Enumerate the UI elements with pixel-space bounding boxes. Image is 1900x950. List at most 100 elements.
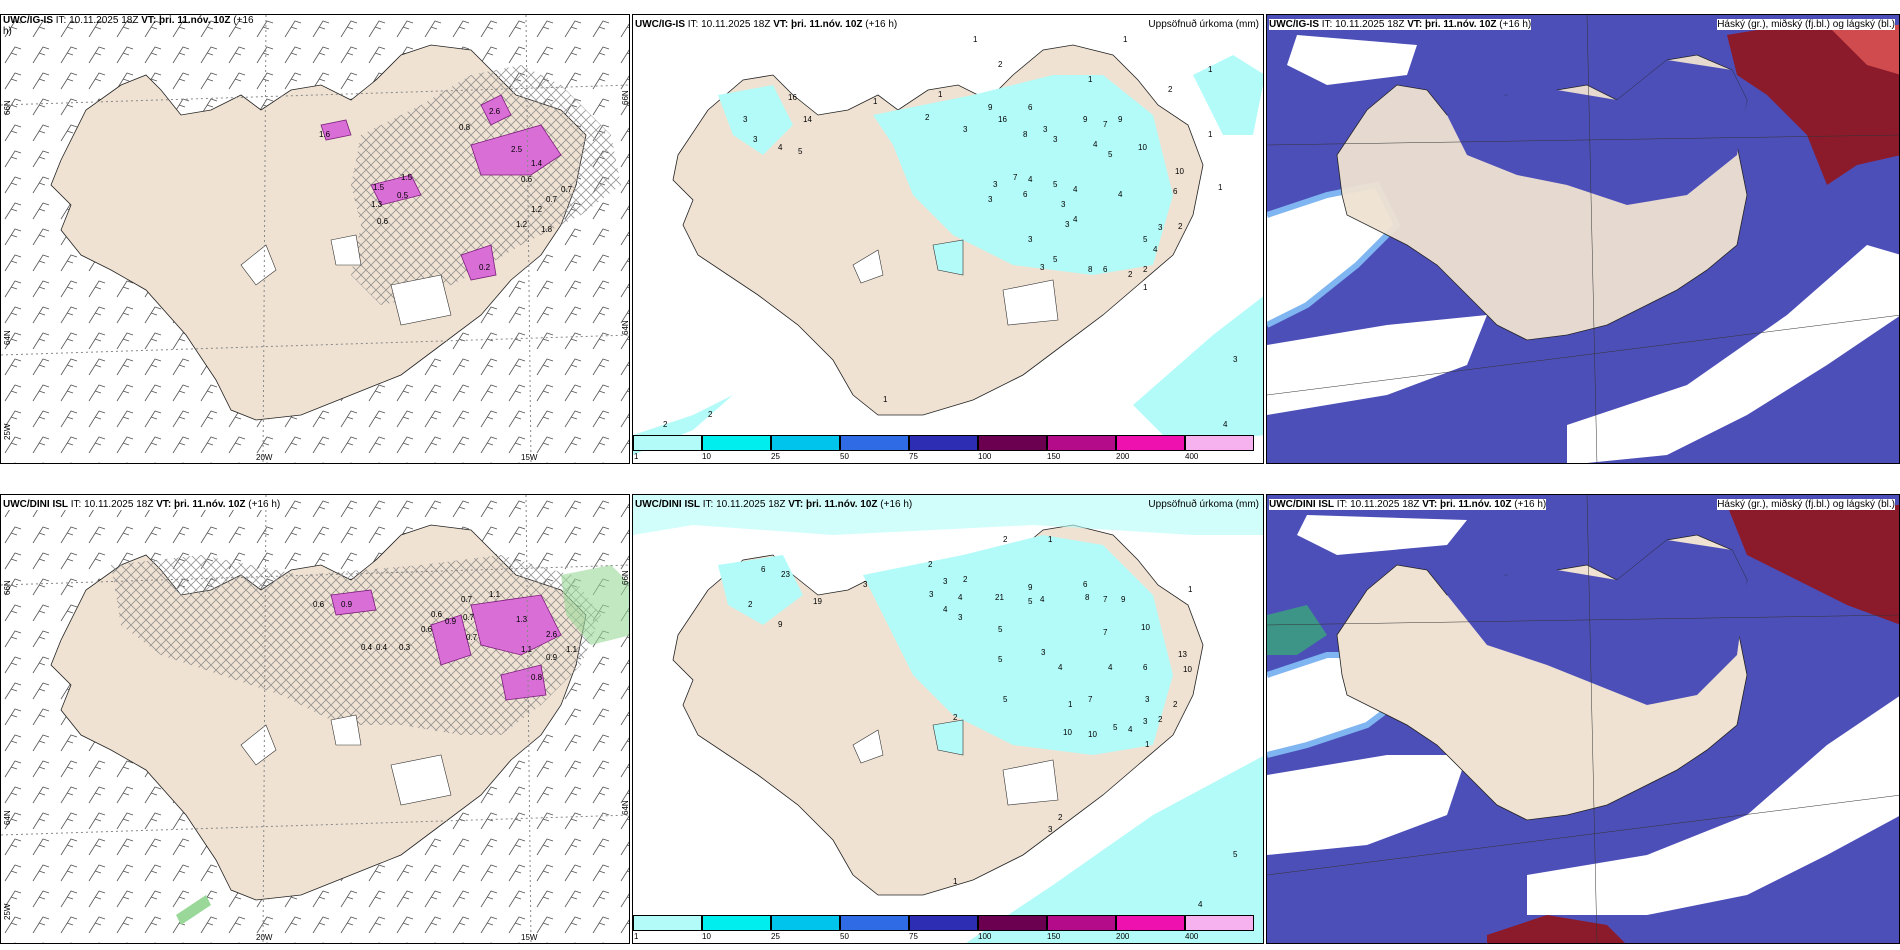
- legend-tick: 100: [978, 932, 992, 941]
- panel-title: UWC/DINI ISL IT: 10.11.2025 18Z VT: þri.…: [3, 499, 281, 510]
- precip-label: 3: [1143, 717, 1148, 726]
- snow-band-2: [330, 589, 377, 616]
- map-panel-wind-snow-bottom: UWC/DINI ISL IT: 10.11.2025 18Z VT: þri.…: [0, 494, 630, 944]
- legend-swatch: [909, 915, 978, 931]
- precip-area-e-sea: [1193, 55, 1263, 135]
- snow-label: 2.6: [489, 107, 501, 116]
- precip-label: 10: [1141, 623, 1150, 632]
- snow-label: 0.4: [376, 643, 388, 652]
- precip-area-nw: [718, 555, 803, 625]
- precip-label: 2: [998, 60, 1003, 69]
- snow-label: 0.6: [421, 625, 433, 634]
- precip-area-n: [863, 535, 1173, 755]
- precip-label: 4: [943, 605, 948, 614]
- precip-label: 3: [743, 115, 748, 124]
- map-panel-precip-bottom: UWC/DINI ISL IT: 10.11.2025 18Z VT: þri.…: [632, 494, 1264, 944]
- precip-label: 2: [1173, 700, 1178, 709]
- precip-label: 2: [708, 410, 713, 419]
- precip-label: 4: [1028, 175, 1033, 184]
- precip-label: 3: [1158, 223, 1163, 232]
- legend-swatch: [1116, 915, 1185, 931]
- precip-label: 6: [1143, 663, 1148, 672]
- precip-label: 5: [798, 147, 803, 156]
- precip-label: 2: [1058, 813, 1063, 822]
- snow-label: 1.3: [516, 615, 528, 624]
- precip-label: 21: [995, 593, 1004, 602]
- precip-label: 16: [788, 93, 797, 102]
- snow-label: 1.3: [371, 200, 383, 209]
- lat-line-66: [1, 564, 629, 586]
- precip-label: 4: [1223, 420, 1228, 429]
- glacier-white-2: [330, 234, 362, 266]
- precip-label: 8: [1085, 593, 1090, 602]
- precip-label: 3: [1145, 695, 1150, 704]
- precip-label: 4: [1058, 663, 1063, 672]
- snow-label: 1.1: [521, 645, 533, 654]
- precip-label: 1: [1123, 35, 1128, 44]
- cloud-green-west: [1267, 605, 1327, 655]
- glacier: [852, 729, 884, 764]
- precip-label: 5: [1053, 180, 1058, 189]
- map-panel-precip-top: UWC/IG-IS IT: 10.11.2025 18Z VT: þri. 11…: [632, 14, 1264, 464]
- snow-label: 1.4: [531, 159, 543, 168]
- legend-tick: 25: [771, 452, 780, 461]
- precip-area-n: [873, 75, 1173, 275]
- lat-label: 64N: [3, 810, 12, 825]
- glacier-white-3: [390, 754, 452, 806]
- precip-label: 3: [1028, 235, 1033, 244]
- glacier: [852, 249, 884, 284]
- precip-label: 4: [1073, 185, 1078, 194]
- precip-label: 9: [1118, 115, 1123, 124]
- precip-label: 7: [1103, 628, 1108, 637]
- precip-label: 7: [1013, 173, 1018, 182]
- precip-label: 8: [1023, 130, 1028, 139]
- precip-label: 2: [1158, 715, 1163, 724]
- lon-label: 25W: [3, 903, 12, 920]
- panel-variable: Uppsöfnuð úrkoma (mm): [1148, 19, 1259, 30]
- map-clouds-bottom: [1267, 495, 1899, 943]
- precip-label: 14: [803, 115, 812, 124]
- legend-swatch: [771, 915, 840, 931]
- precip-label: 3: [988, 195, 993, 204]
- snow-label: 0.6: [431, 610, 443, 619]
- cloud-high-ne: [1727, 505, 1899, 625]
- precip-label: 3: [1041, 648, 1046, 657]
- snow-label: 1.1: [566, 645, 578, 654]
- precip-label: 9: [1028, 583, 1033, 592]
- precip-label: 9: [988, 103, 993, 112]
- lon-line-15w: [525, 495, 532, 943]
- precip-label: 1: [883, 395, 888, 404]
- map-precip-top: [633, 44, 1263, 455]
- snow-label: 0.7: [546, 195, 558, 204]
- panel-title: UWC/DINI ISL IT: 10.11.2025 18Z VT: þri.…: [635, 499, 913, 510]
- precip-label: 1: [1208, 65, 1213, 74]
- legend-tick: 150: [1047, 932, 1061, 941]
- snow-label: 2.5: [511, 145, 523, 154]
- precip-label: 10: [1088, 730, 1097, 739]
- cloud-high-ne: [1727, 25, 1899, 185]
- glacier: [932, 239, 964, 276]
- cloud-gap-sw: [1267, 755, 1467, 855]
- precip-label: 19: [813, 597, 822, 606]
- lon-label: 20W: [256, 453, 273, 462]
- snow-label: 0.6: [313, 600, 325, 609]
- map-wind-snow-bottom: [1, 495, 629, 943]
- precip-label: 2: [953, 713, 958, 722]
- precip-label: 5: [1028, 597, 1033, 606]
- precip-label: 13: [1178, 650, 1187, 659]
- precip-label: 1: [938, 90, 943, 99]
- precip-label: 10: [1063, 728, 1072, 737]
- hatched-snow-area: [111, 555, 601, 735]
- snow-band-3: [460, 244, 497, 281]
- precip-label: 2: [1003, 535, 1008, 544]
- lon-label: 20W: [256, 933, 273, 942]
- precip-label: 2: [1128, 270, 1133, 279]
- snow-green-patch: [176, 895, 211, 925]
- snow-label: 1.2: [516, 220, 528, 229]
- snow-label: 0.8: [531, 673, 543, 682]
- hatched-snow-area: [351, 65, 621, 305]
- cloud-over-land-north: [1447, 540, 1747, 705]
- precip-label: 1: [1208, 130, 1213, 139]
- precip-label: 6: [1083, 580, 1088, 589]
- grid-line: [1586, 495, 1598, 943]
